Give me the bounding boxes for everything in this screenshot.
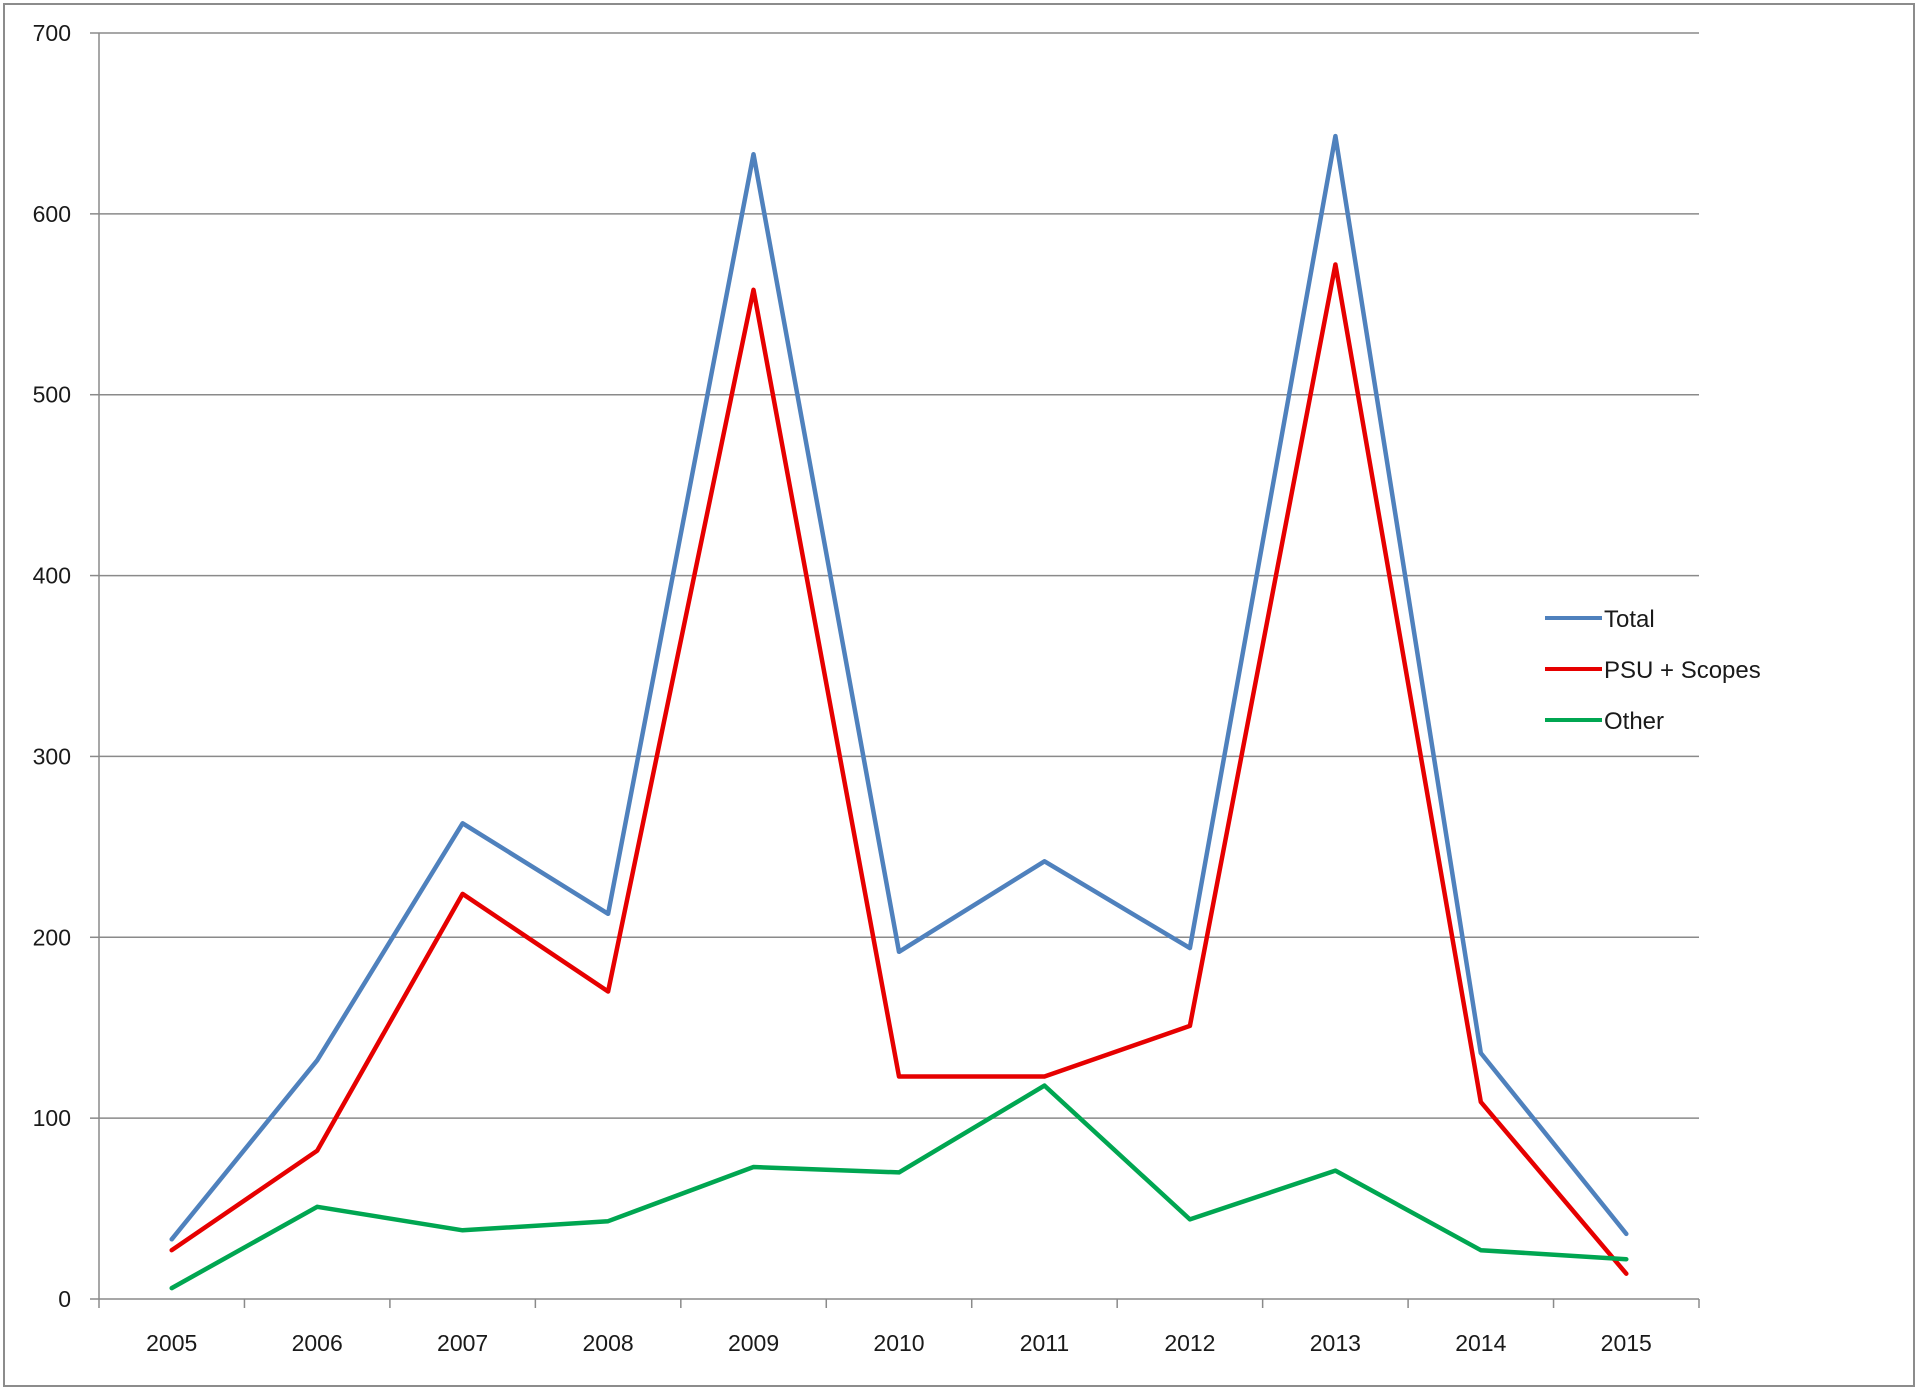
y-tick-label: 600 (33, 201, 71, 227)
y-tick-label: 0 (58, 1286, 71, 1312)
series-line-total (169, 133, 1629, 1242)
legend-label: PSU + Scopes (1604, 657, 1761, 684)
x-tick-label: 2013 (1310, 1330, 1361, 1356)
x-tick-label: 2015 (1601, 1330, 1652, 1356)
legend-label: Other (1604, 708, 1664, 735)
x-tick-label: 2009 (728, 1330, 779, 1356)
x-tick-label: 2014 (1455, 1330, 1506, 1356)
legend: Total PSU + Scopes Other (1545, 606, 1761, 735)
x-tick-label: 2005 (146, 1330, 197, 1356)
series-line-other (169, 1083, 1629, 1291)
y-tick-label: 100 (33, 1105, 71, 1131)
y-tick-label: 300 (33, 743, 71, 769)
x-tick-label: 2006 (292, 1330, 343, 1356)
y-tick-label: 700 (33, 20, 71, 46)
series-line-psu-scopes (169, 262, 1629, 1276)
y-tick-label: 400 (33, 563, 71, 589)
series-lines (169, 133, 1629, 1291)
legend-label: Total (1604, 606, 1655, 633)
x-tick-label: 2010 (873, 1330, 924, 1356)
gridlines (99, 32, 1699, 1119)
x-tick-label: 2011 (1020, 1330, 1069, 1356)
chart-frame (3, 3, 1915, 1387)
x-tick-label: 2012 (1164, 1330, 1215, 1356)
x-tick-label: 2007 (437, 1330, 488, 1356)
y-axis: 0 100 200 300 400 500 600 700 (33, 20, 100, 1312)
y-tick-label: 500 (33, 382, 71, 408)
x-tick-label: 2008 (583, 1330, 634, 1356)
x-axis: 2005 2006 2007 2008 2009 2010 2011 2012 2013 2014… (98, 1298, 1700, 1356)
y-tick-label: 200 (33, 924, 71, 950)
